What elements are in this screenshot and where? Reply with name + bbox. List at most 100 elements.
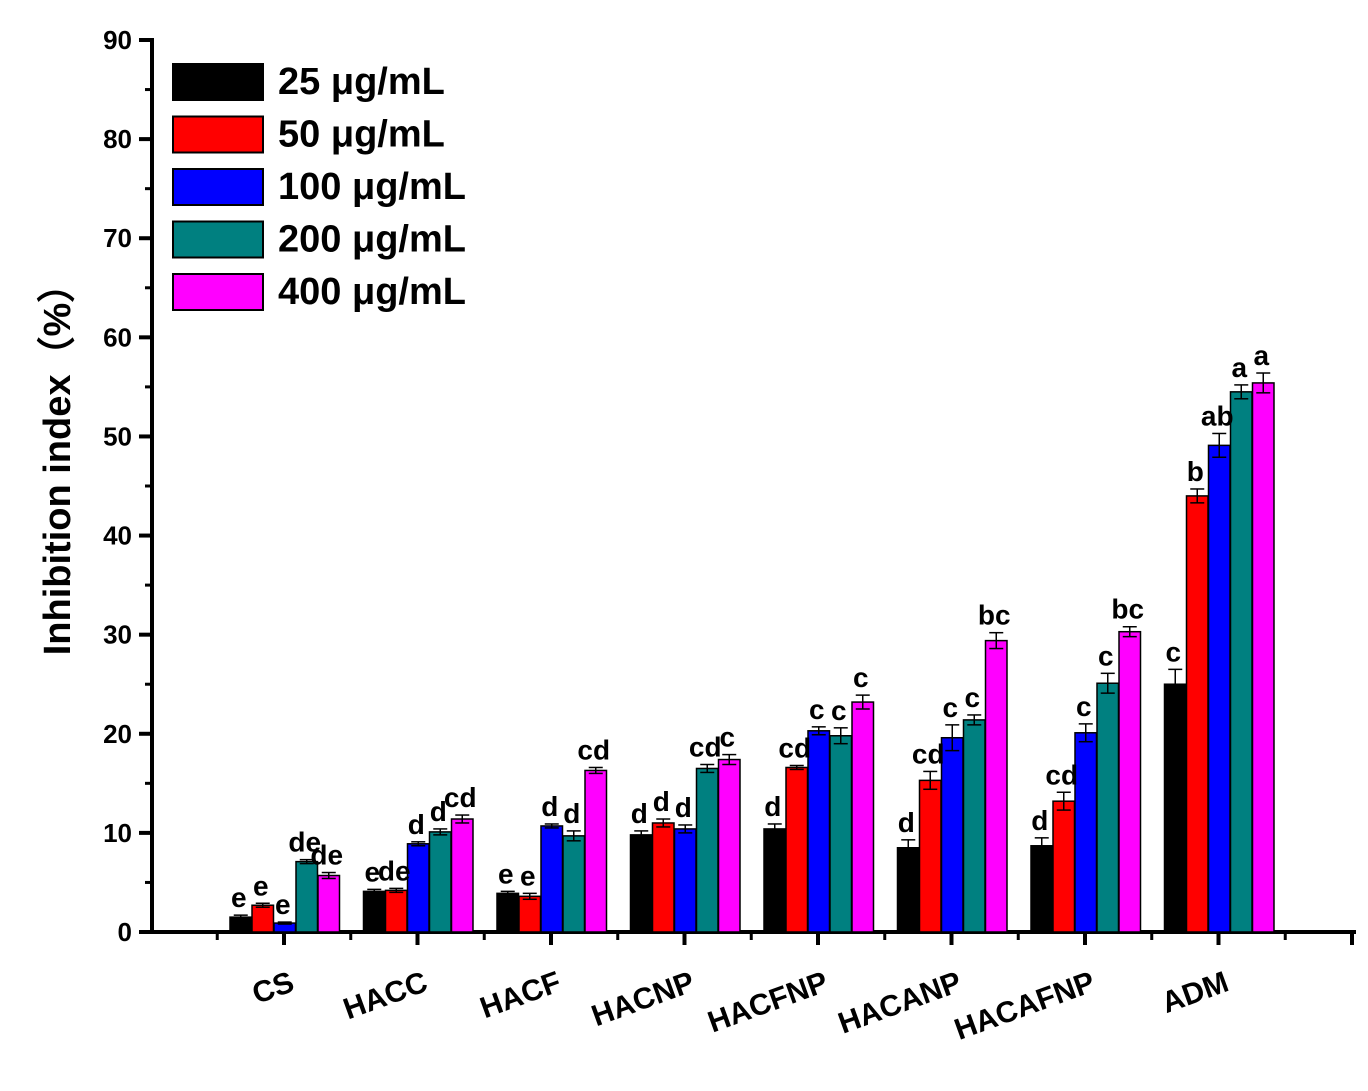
bar <box>1096 682 1120 933</box>
significance-label: cd <box>912 738 945 769</box>
significance-label: cd <box>689 732 722 763</box>
significance-label: a <box>1253 340 1269 371</box>
significance-label: e <box>253 870 269 901</box>
legend-label: 50 μg/mL <box>278 114 445 156</box>
x-category-label: HACANP <box>834 966 966 1041</box>
significance-label: d <box>408 809 425 840</box>
significance-label: d <box>764 791 781 822</box>
significance-label: e <box>275 889 291 920</box>
significance-label: c <box>831 695 847 726</box>
significance-label: cd <box>778 732 811 763</box>
significance-label: c <box>809 694 825 725</box>
significance-label: e <box>520 860 536 891</box>
bar <box>1052 800 1076 933</box>
significance-label: cd <box>577 734 610 765</box>
y-tick-label: 30 <box>103 620 132 650</box>
significance-label: cd <box>444 782 477 813</box>
significance-label: cd <box>1045 759 1078 790</box>
significance-label: c <box>942 692 958 723</box>
bar <box>984 639 1008 933</box>
legend-swatch <box>172 273 264 311</box>
bar <box>1185 495 1209 933</box>
bar <box>450 818 474 933</box>
bar <box>1118 630 1142 933</box>
bar <box>1074 732 1098 933</box>
significance-label: d <box>430 796 447 827</box>
y-tick-label: 40 <box>103 521 132 551</box>
legend-swatch <box>172 63 264 101</box>
y-tick-label: 10 <box>103 818 132 848</box>
bars <box>229 372 1275 933</box>
y-tick-label: 60 <box>103 322 132 352</box>
significance-label: d <box>675 792 692 823</box>
x-category-label: HACNP <box>587 966 699 1033</box>
significance-label: c <box>853 662 869 693</box>
bar <box>584 769 608 933</box>
significance-label: de <box>310 840 343 871</box>
significance-label: b <box>1187 456 1204 487</box>
bar <box>695 767 719 933</box>
x-category-label: HACC <box>339 966 432 1027</box>
bar <box>406 843 430 933</box>
bar <box>562 835 586 933</box>
bar <box>1207 444 1231 933</box>
y-tick-label: 80 <box>103 124 132 154</box>
significance-label: bc <box>1111 594 1144 625</box>
significance-label: c <box>1098 640 1114 671</box>
bar <box>317 874 341 933</box>
legend-label: 400 μg/mL <box>278 271 466 313</box>
significance-label: de <box>378 855 411 886</box>
bar <box>428 831 452 933</box>
bar <box>940 736 964 933</box>
bar <box>251 904 275 933</box>
bar <box>651 822 675 933</box>
bar <box>851 701 875 933</box>
significance-label: d <box>563 798 580 829</box>
x-category-label: HACFNP <box>704 966 833 1040</box>
legend-label: 200 μg/mL <box>278 219 466 261</box>
bar <box>785 766 809 933</box>
bar <box>362 890 386 933</box>
legend-label: 100 μg/mL <box>278 166 466 208</box>
significance-label: d <box>631 798 648 829</box>
y-axis: 0 10 20 30 40 50 60 70 80 90 <box>103 25 154 947</box>
x-category-label: HACF <box>476 966 566 1026</box>
y-tick-label: 20 <box>103 719 132 749</box>
x-category-label: CS <box>248 966 298 1011</box>
bar <box>384 889 408 933</box>
bar <box>673 828 697 933</box>
legend: 25 μg/mL 50 μg/mL 100 μg/mL 200 μg/mL 400 μg… <box>172 61 466 313</box>
bar <box>1163 683 1187 933</box>
significance-label: ab <box>1201 400 1234 431</box>
y-tick-label: 90 <box>103 25 132 55</box>
legend-swatch <box>172 115 264 154</box>
bar <box>295 860 319 933</box>
bar <box>518 895 542 933</box>
significance-label: a <box>1231 352 1247 383</box>
legend-swatch <box>172 220 264 259</box>
bar <box>496 892 520 933</box>
significance-label: d <box>653 786 670 817</box>
legend-swatch <box>172 168 264 206</box>
bar <box>1229 391 1253 933</box>
significance-label: c <box>964 682 980 713</box>
bar <box>918 779 942 933</box>
significance-label: d <box>1031 805 1048 836</box>
significance-label: c <box>1165 636 1181 667</box>
y-tick-label: 70 <box>103 223 132 253</box>
y-tick-label: 0 <box>118 917 132 947</box>
x-category-label: ADM <box>1157 966 1232 1020</box>
significance-label: e <box>231 882 247 913</box>
x-category-label: HACAFNP <box>950 966 1099 1047</box>
bar <box>1030 845 1054 933</box>
y-tick-label: 50 <box>103 421 132 451</box>
significance-label: d <box>541 791 558 822</box>
significance-label: c <box>1076 691 1092 722</box>
legend-label: 25 μg/mL <box>278 61 445 103</box>
bar <box>629 834 653 933</box>
significance-label: d <box>898 807 915 838</box>
bar <box>807 730 831 933</box>
